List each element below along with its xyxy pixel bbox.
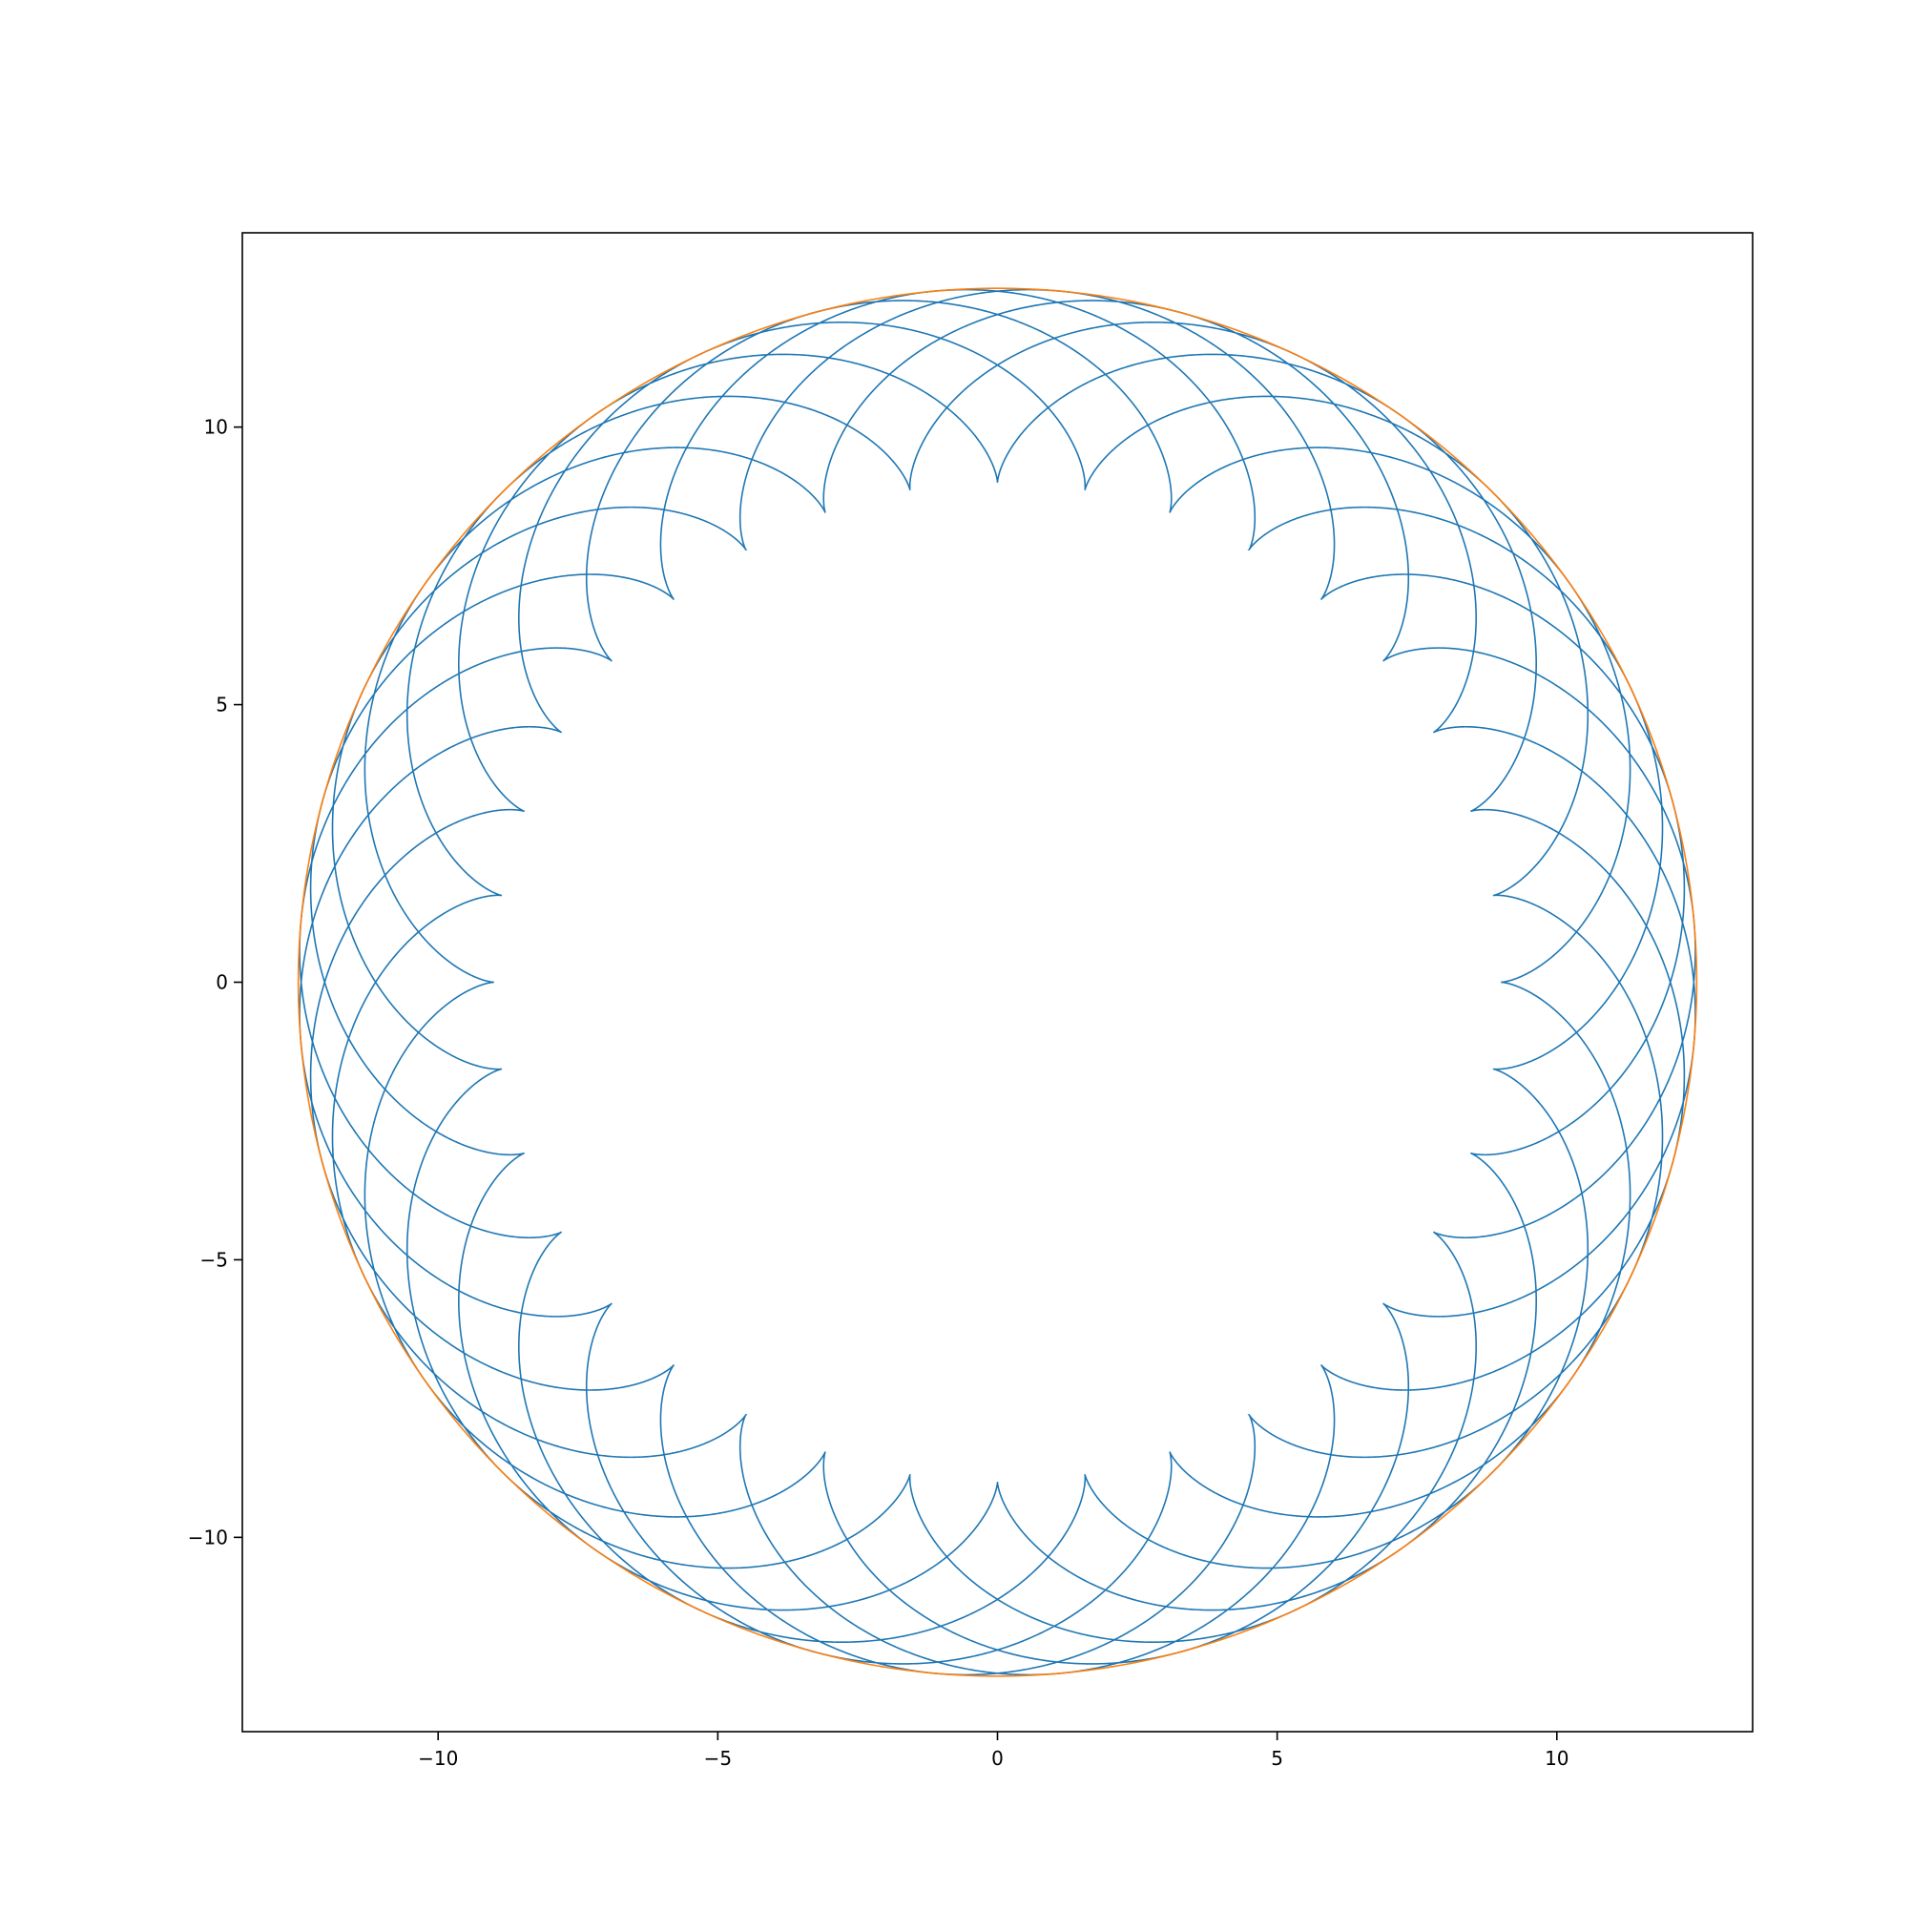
x-tick-label: 10 (1545, 1747, 1568, 1770)
x-axis: −10 −5 0 5 10 (418, 1732, 1569, 1770)
y-tick-label: 0 (216, 971, 228, 994)
y-tick-label: −5 (200, 1248, 228, 1271)
x-tick-label: −10 (418, 1747, 458, 1770)
y-axis: 10 5 0 −5 −10 (188, 416, 242, 1548)
series-bounding-circle (297, 287, 1698, 1677)
plot-area: −10 −5 0 5 10 10 5 0 −5 −10 (188, 232, 1754, 1770)
x-tick-label: 0 (991, 1747, 1004, 1770)
y-tick-label: 10 (204, 416, 228, 439)
x-tick-label: 5 (1271, 1747, 1283, 1770)
y-tick-label: 5 (216, 694, 228, 717)
x-tick-label: −5 (704, 1747, 732, 1770)
series-layer (297, 287, 1698, 1677)
y-tick-label: −10 (188, 1526, 228, 1548)
series-epicycloid (299, 288, 1696, 1676)
